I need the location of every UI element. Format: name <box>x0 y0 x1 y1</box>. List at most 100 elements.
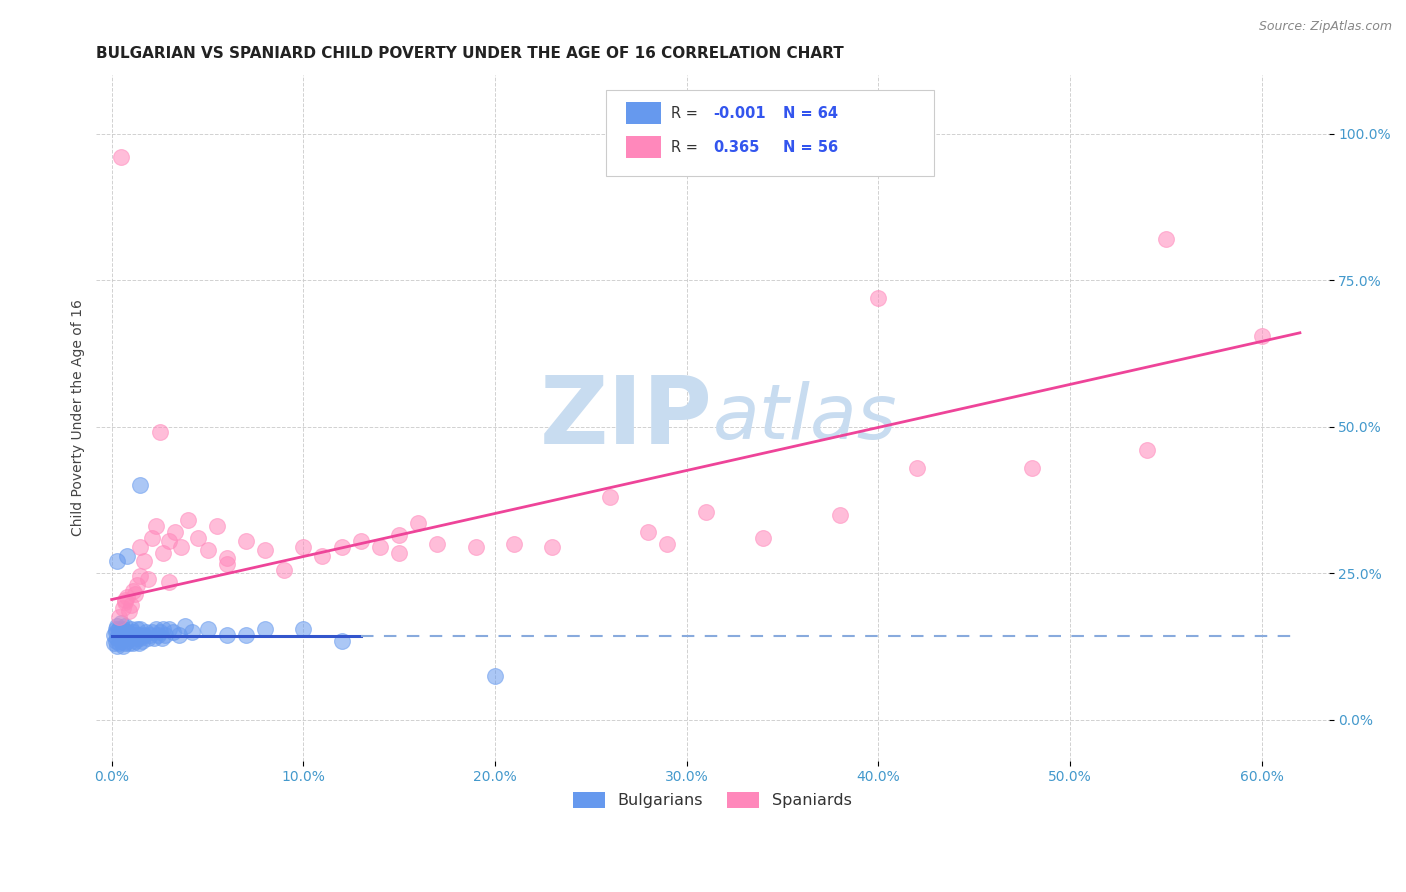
Point <box>108 610 131 624</box>
Point <box>145 519 167 533</box>
Point <box>118 604 141 618</box>
Point <box>311 549 333 563</box>
Point <box>112 601 135 615</box>
Point <box>125 631 148 645</box>
Point <box>110 633 132 648</box>
Point <box>108 622 131 636</box>
Point <box>128 628 150 642</box>
Point <box>828 508 851 522</box>
Point <box>135 624 157 639</box>
Legend: Bulgarians, Spaniards: Bulgarians, Spaniards <box>567 785 858 814</box>
Point <box>104 622 127 636</box>
Point <box>1021 460 1043 475</box>
Point <box>235 628 257 642</box>
Point <box>695 505 717 519</box>
Point <box>114 636 136 650</box>
Point <box>197 542 219 557</box>
Point <box>215 628 238 642</box>
Point <box>121 624 143 639</box>
Point <box>541 540 564 554</box>
Point <box>292 540 315 554</box>
Point <box>131 633 153 648</box>
Point <box>115 549 138 563</box>
Point <box>115 624 138 639</box>
Point <box>129 622 152 636</box>
Point <box>107 554 129 568</box>
Point <box>388 528 411 542</box>
Point <box>103 636 125 650</box>
Point <box>187 531 209 545</box>
Point <box>408 516 430 531</box>
Point <box>115 590 138 604</box>
Point <box>330 633 353 648</box>
Point <box>103 628 125 642</box>
Point <box>118 636 141 650</box>
Point <box>197 622 219 636</box>
Y-axis label: Child Poverty Under the Age of 16: Child Poverty Under the Age of 16 <box>72 300 86 536</box>
Point <box>139 628 162 642</box>
Point <box>905 460 928 475</box>
Point <box>110 624 132 639</box>
Point <box>181 624 204 639</box>
Text: BULGARIAN VS SPANIARD CHILD POVERTY UNDER THE AGE OF 16 CORRELATION CHART: BULGARIAN VS SPANIARD CHILD POVERTY UNDE… <box>97 46 844 62</box>
Point <box>124 628 146 642</box>
Point <box>426 537 449 551</box>
Point <box>118 628 141 642</box>
Point <box>388 546 411 560</box>
Point <box>464 540 486 554</box>
Point <box>599 490 621 504</box>
Point <box>350 533 373 548</box>
Point <box>155 628 177 642</box>
Point <box>657 537 679 551</box>
Point <box>215 551 238 566</box>
Point <box>129 478 152 492</box>
Point <box>145 622 167 636</box>
Point <box>112 622 135 636</box>
Point <box>1250 328 1272 343</box>
Point <box>868 291 890 305</box>
Text: atlas: atlas <box>713 381 897 455</box>
Point <box>368 540 391 554</box>
Point <box>503 537 526 551</box>
Point <box>110 615 132 630</box>
Point <box>129 540 152 554</box>
Point <box>112 631 135 645</box>
Point <box>120 599 142 613</box>
Point <box>134 628 156 642</box>
Point <box>121 583 143 598</box>
Point <box>330 540 353 554</box>
Point <box>292 622 315 636</box>
Text: ZIP: ZIP <box>540 372 713 464</box>
Point <box>152 622 174 636</box>
Point <box>149 624 172 639</box>
Point <box>136 631 159 645</box>
Point <box>149 425 172 440</box>
Point <box>104 624 127 639</box>
Point <box>114 595 136 609</box>
Point <box>157 574 180 589</box>
Point <box>163 525 186 540</box>
Text: -0.001: -0.001 <box>713 106 765 120</box>
Point <box>150 631 173 645</box>
Point <box>110 150 132 164</box>
Text: Source: ZipAtlas.com: Source: ZipAtlas.com <box>1258 20 1392 33</box>
Point <box>114 628 136 642</box>
Text: N = 64: N = 64 <box>783 106 838 120</box>
Point <box>121 636 143 650</box>
Point <box>173 619 195 633</box>
Point <box>108 628 131 642</box>
Point <box>253 542 276 557</box>
Point <box>120 631 142 645</box>
Text: R =: R = <box>671 140 702 154</box>
Point <box>637 525 659 540</box>
Point <box>235 533 257 548</box>
Point <box>157 533 180 548</box>
Point <box>136 572 159 586</box>
Point <box>134 554 156 568</box>
Point <box>114 592 136 607</box>
Point <box>125 622 148 636</box>
Text: R =: R = <box>671 106 702 120</box>
Point <box>124 587 146 601</box>
Point <box>253 622 276 636</box>
Point <box>108 636 131 650</box>
